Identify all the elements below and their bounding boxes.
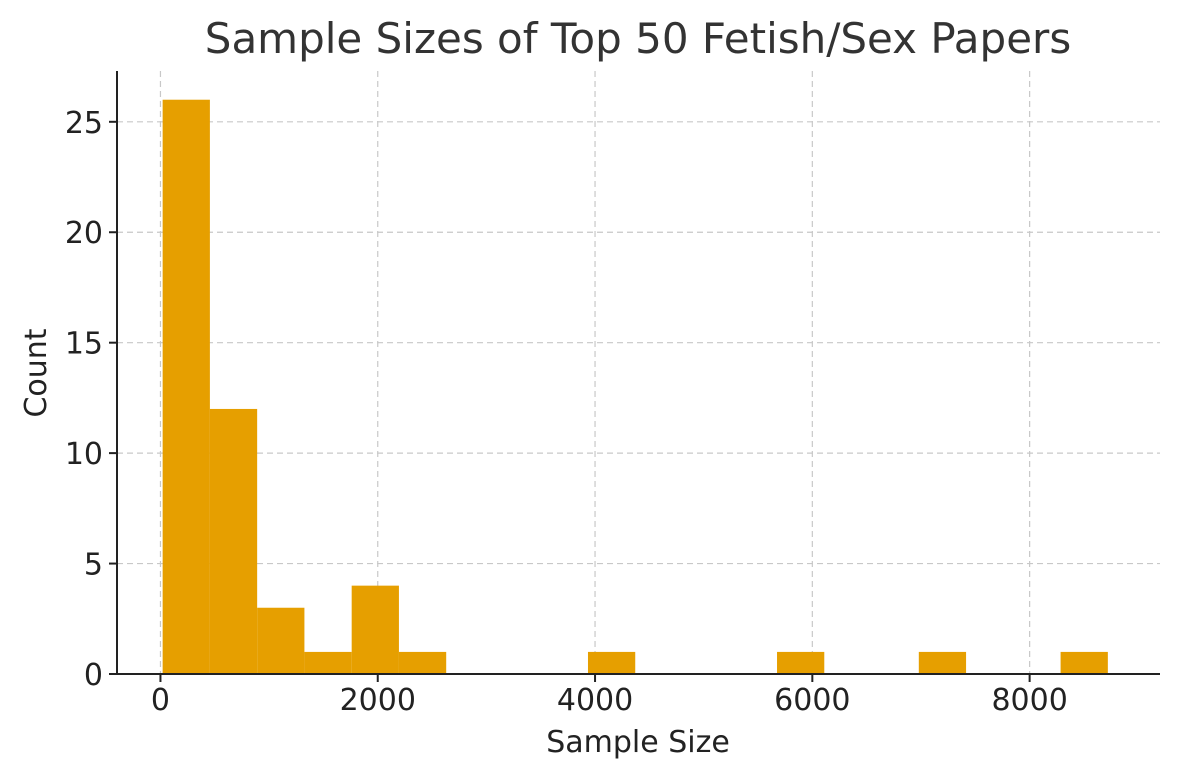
histogram-bar	[587, 651, 636, 674]
histogram-bar	[398, 651, 447, 674]
y-tick-label: 15	[65, 327, 103, 362]
y-tick-label: 5	[84, 548, 103, 583]
x-tick-label: 2000	[340, 683, 416, 718]
x-tick-label: 4000	[557, 683, 633, 718]
histogram-bar	[351, 585, 399, 674]
histogram-bar	[162, 99, 210, 674]
histogram-bar	[257, 607, 305, 674]
x-axis-label: Sample Size	[546, 725, 730, 760]
axes-layer	[116, 71, 1160, 675]
y-axis-label: Count	[19, 328, 54, 417]
y-tick-label: 25	[65, 106, 103, 141]
y-tick-label: 10	[65, 437, 103, 472]
bars-layer	[162, 99, 1108, 674]
y-tick-label: 0	[84, 658, 103, 693]
histogram-bar	[209, 408, 258, 674]
x-tick-label: 0	[151, 683, 170, 718]
histogram-bar	[304, 651, 352, 674]
histogram-bar	[777, 651, 825, 674]
chart-title: Sample Sizes of Top 50 Fetish/Sex Papers	[205, 14, 1071, 63]
histogram-bar	[1060, 651, 1108, 674]
ticks-layer: 0 2000 4000 6000 8000 0 5 10 15 20 25	[65, 106, 1068, 718]
histogram-bar	[918, 651, 967, 674]
grid-layer	[117, 71, 1160, 675]
y-tick-label: 20	[65, 216, 103, 251]
x-tick-label: 8000	[991, 683, 1067, 718]
x-tick-label: 6000	[774, 683, 850, 718]
